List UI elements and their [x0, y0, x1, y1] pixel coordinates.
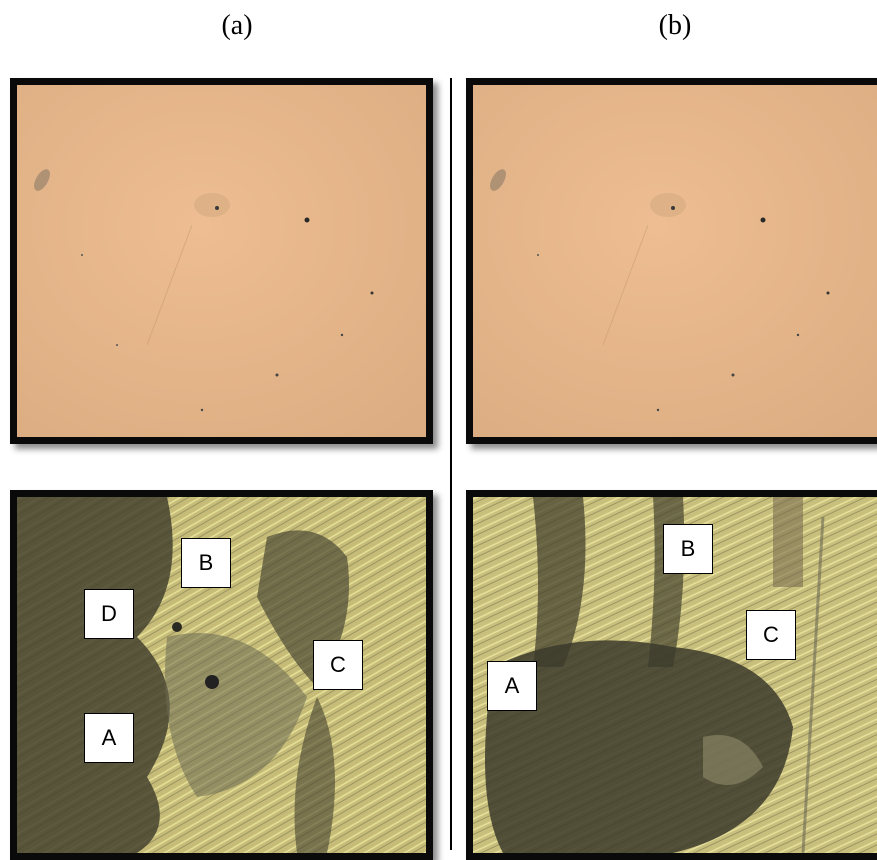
- region-label-b-C: C: [746, 610, 796, 660]
- region-label-a-D: D: [84, 589, 134, 639]
- region-label-a-C: C: [313, 640, 363, 690]
- column-title-b: (b): [658, 10, 692, 41]
- region-label-b-B: B: [663, 524, 713, 574]
- micrograph-a-before: [10, 78, 433, 444]
- region-label-a-A: A: [84, 713, 134, 763]
- region-label-a-B: B: [181, 538, 231, 588]
- micrograph-b-before: [466, 78, 877, 444]
- region-label-b-A: A: [487, 661, 537, 711]
- column-title-a: (a): [221, 10, 253, 41]
- micrograph-b-after: [466, 490, 877, 860]
- column-divider: [450, 78, 452, 850]
